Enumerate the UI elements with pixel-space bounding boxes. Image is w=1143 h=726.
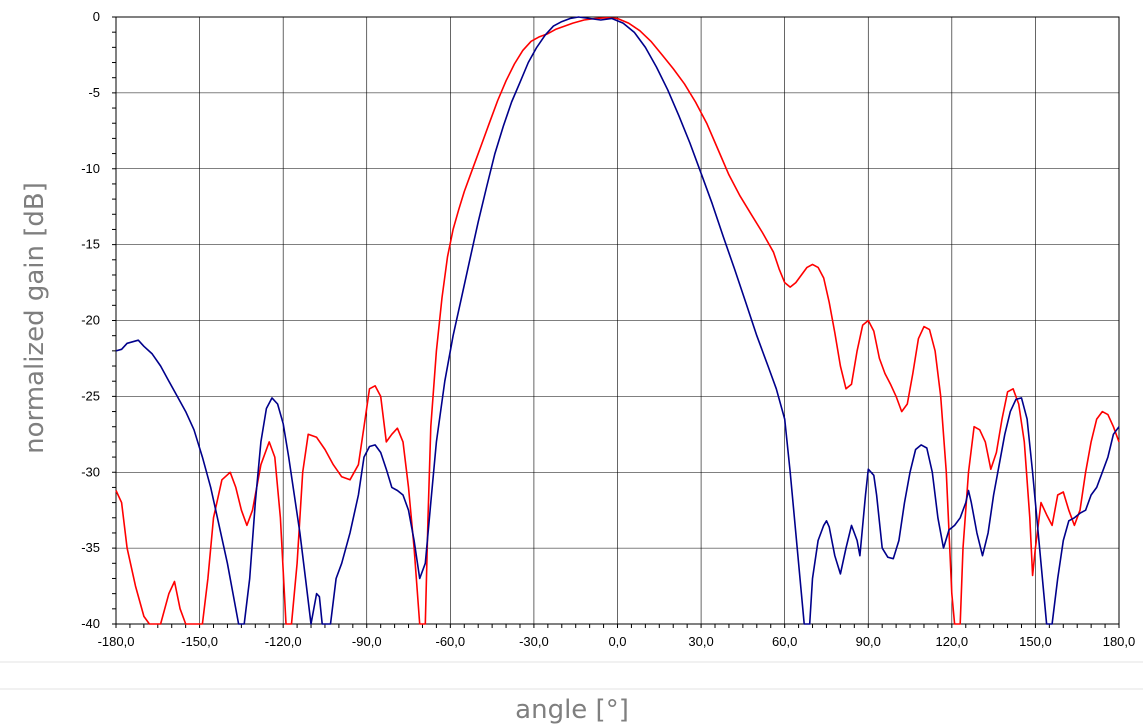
x-tick-labels: -180,0 -150,0 -120,0 -90,0 -60,0 -30,0 0,0 30,0… [98, 634, 1136, 649]
x-tick-label: -120,0 [265, 634, 302, 649]
y-tick-label: -25 [81, 388, 100, 403]
x-tick-label: -60,0 [436, 634, 466, 649]
y-axis-title: normalized gain [dB] [20, 182, 50, 454]
y-tick-label: -40 [81, 616, 100, 631]
x-tick-label: 0,0 [608, 634, 626, 649]
y-tick-label: -20 [81, 313, 100, 328]
x-tick-label: 180,0 [1103, 634, 1136, 649]
x-tick-label: 60,0 [772, 634, 797, 649]
series-line-2 [115, 16, 1120, 625]
y-tick-label: -30 [81, 464, 100, 479]
plot-border [115, 16, 1120, 625]
x-tick-label: -150,0 [181, 634, 218, 649]
minor-ticks [112, 16, 1120, 628]
series-line-1 [115, 17, 1120, 625]
x-tick-label: 90,0 [856, 634, 881, 649]
x-tick-label: 150,0 [1019, 634, 1052, 649]
series-group [115, 16, 1120, 625]
x-axis-title: angle [°] [515, 695, 629, 725]
y-tick-label: -15 [81, 237, 100, 252]
y-tick-labels: 0 -5 -10 -15 -20 -25 -30 -35 -40 [81, 9, 100, 631]
x-tick-label: -180,0 [98, 634, 135, 649]
y-tick-label: -5 [88, 85, 100, 100]
x-tick-label: 30,0 [688, 634, 713, 649]
x-tick-label: -30,0 [519, 634, 549, 649]
y-tick-label: 0 [93, 9, 100, 24]
x-tick-label: -90,0 [352, 634, 382, 649]
y-tick-label: -10 [81, 161, 100, 176]
y-tick-label: -35 [81, 540, 100, 555]
x-tick-label: 120,0 [936, 634, 969, 649]
